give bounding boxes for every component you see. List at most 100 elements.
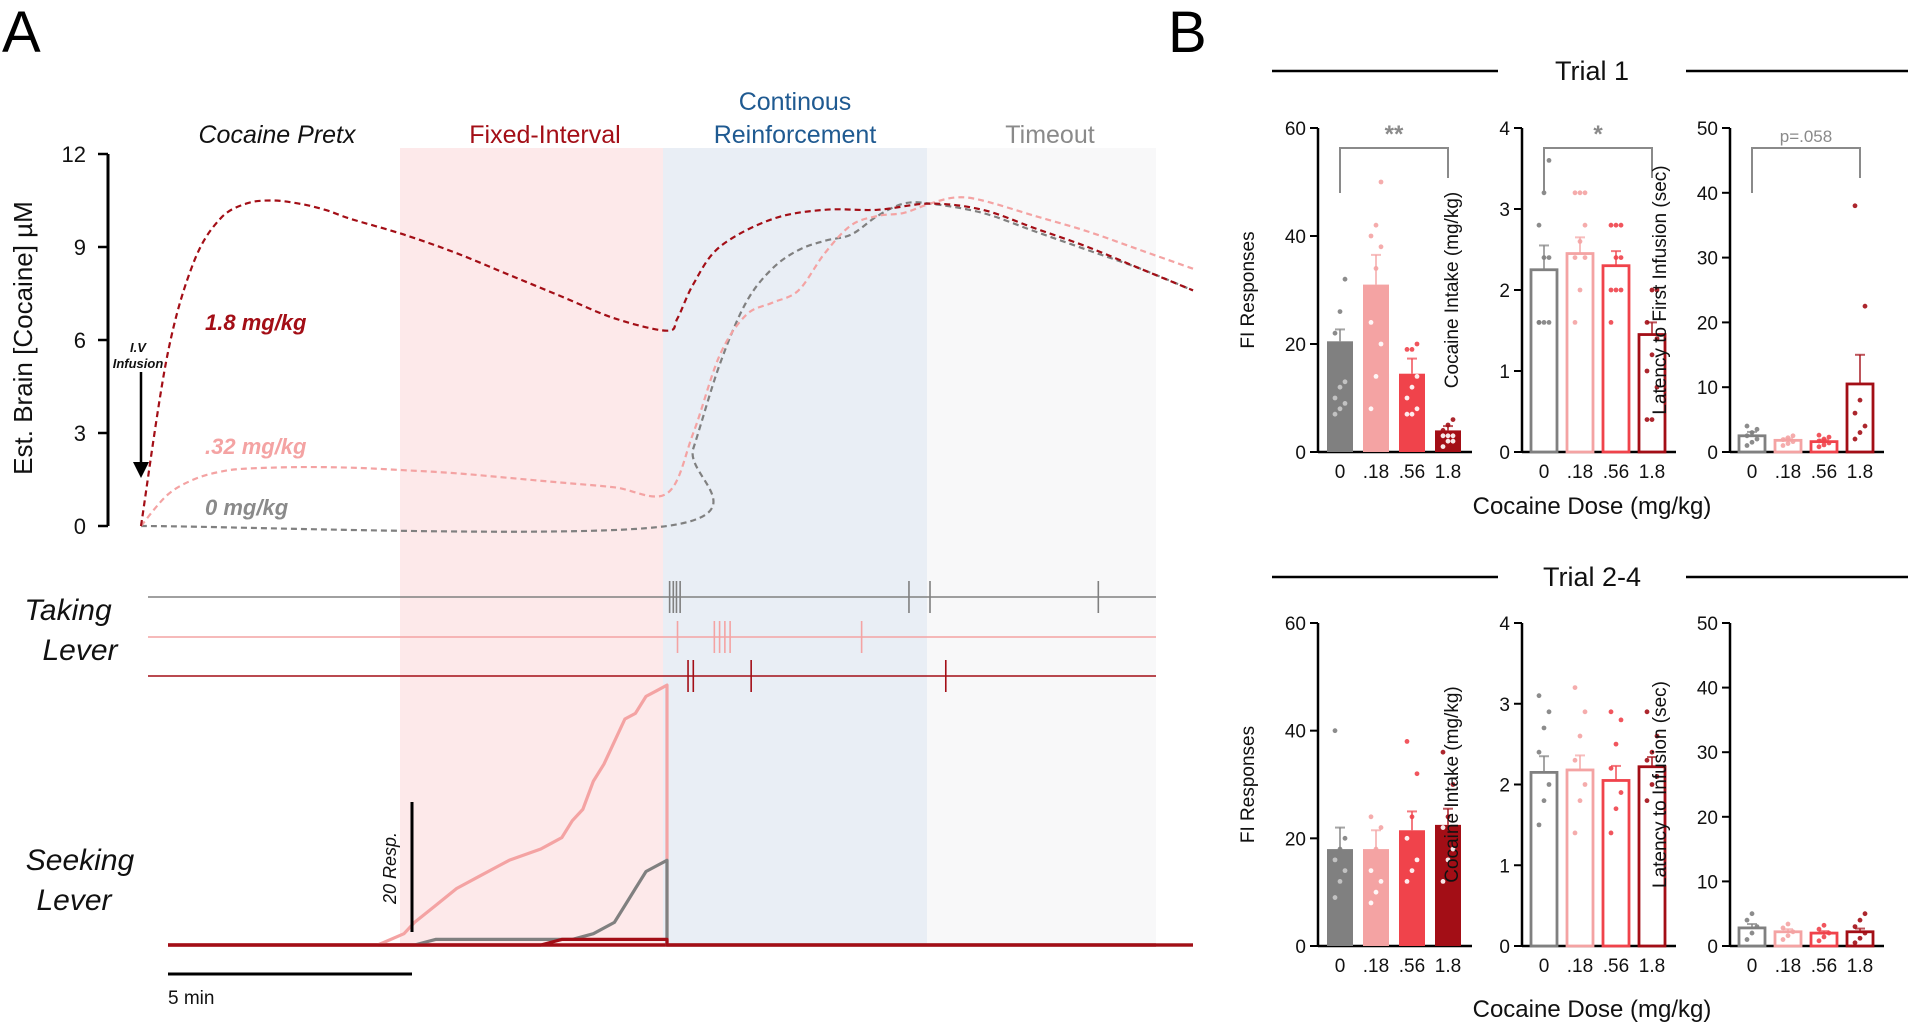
bar-2 xyxy=(1601,779,1631,948)
bar-dot xyxy=(1785,441,1791,446)
bar-y-tick-label: 10 xyxy=(1697,872,1718,893)
bar-dot xyxy=(1654,733,1660,739)
bar-y-tick-label: 60 xyxy=(1285,614,1306,635)
bar-y-label: FI Responses xyxy=(1238,726,1259,843)
bar-dot xyxy=(1780,925,1786,931)
bar-dot xyxy=(1780,437,1786,443)
bar-panel-t1-p2: 0 1 2 3 4 Cocaine Intake (mg/kg) 0 .18 .56 1.8 * xyxy=(1442,119,1676,483)
bar-1 xyxy=(1565,768,1595,948)
bar-dot xyxy=(1613,287,1619,293)
bar-dot xyxy=(1857,397,1863,403)
bar-dot xyxy=(1572,757,1578,763)
bar-dot xyxy=(1450,782,1456,787)
bar-dot xyxy=(1649,287,1655,293)
bar-y-tick-label: 50 xyxy=(1697,614,1718,635)
trial24-title: Trial 2-4 xyxy=(1543,562,1641,592)
bar-y-tick-label: 0 xyxy=(1707,443,1718,464)
panel-a-letter: A xyxy=(2,0,41,65)
continuous-reinforcement-region xyxy=(663,148,927,945)
bar-y-tick-label: 4 xyxy=(1499,119,1510,140)
bar-y-tick-label: 40 xyxy=(1285,722,1306,743)
bar-dot xyxy=(1337,879,1343,884)
bar-1 xyxy=(1565,252,1595,454)
significance-bracket xyxy=(1339,147,1449,193)
bar-dot xyxy=(1577,287,1583,293)
bar-y-label: Cocaine Intake (mg/kg) xyxy=(1442,686,1463,882)
bar-x-tick-label: 0 xyxy=(1747,462,1758,483)
bar-y-label: Latency to First Infusion (sec) xyxy=(1650,165,1671,414)
bar-dot xyxy=(1608,765,1614,771)
bar-x-tick-label: 1.8 xyxy=(1847,956,1873,977)
bar-y-tick-label: 20 xyxy=(1697,313,1718,334)
bar-dot xyxy=(1541,798,1547,804)
bar-1 xyxy=(1363,284,1389,452)
bar-dot xyxy=(1404,347,1410,352)
bar-y-tick-label: 60 xyxy=(1285,119,1306,140)
phase-label-reinforcement: Reinforcement xyxy=(714,121,877,149)
bar-dot xyxy=(1342,835,1348,841)
bar-panel-t1-p1: 0 20 40 60 FI Responses 0 .18 .56 1.8 ** xyxy=(1238,119,1472,483)
bar-dot xyxy=(1785,933,1791,939)
bar-dot xyxy=(1337,406,1343,412)
bar-dot xyxy=(1790,439,1796,445)
infusion-arrow-head xyxy=(133,462,149,478)
bar-dot xyxy=(1368,900,1374,906)
bar-dot xyxy=(1536,693,1542,699)
bar-dot xyxy=(1644,757,1650,763)
bar-dot xyxy=(1826,930,1832,936)
bar-dot xyxy=(1440,825,1446,830)
bar-dot xyxy=(1378,825,1384,830)
bar-dot xyxy=(1613,222,1619,228)
bar-dot xyxy=(1440,749,1446,755)
bar-0 xyxy=(1529,268,1559,454)
bar-dot xyxy=(1332,330,1338,336)
bar-dot xyxy=(1404,879,1410,884)
bar-dot xyxy=(1404,411,1410,417)
bar-y-tick-label: 10 xyxy=(1697,378,1718,399)
bar-dot xyxy=(1744,937,1750,942)
bar-3 xyxy=(1845,382,1875,454)
bar-dot xyxy=(1582,709,1588,715)
bar-y-tick-label: 30 xyxy=(1697,743,1718,764)
fixed-interval-region xyxy=(400,148,663,945)
series-label-0: 0 mg/kg xyxy=(205,495,289,520)
bar-dot xyxy=(1332,728,1338,734)
bar-y-tick-label: 30 xyxy=(1697,249,1718,270)
bar-dot xyxy=(1332,895,1338,900)
seeking-cumulative-32mgkg xyxy=(377,683,1193,947)
bar-dot xyxy=(1404,739,1410,744)
bar-dot xyxy=(1445,814,1451,820)
bar-x-tick-label: .18 xyxy=(1775,956,1801,977)
bar-x-tick-label: .56 xyxy=(1811,956,1837,977)
bar-dot xyxy=(1368,814,1374,820)
bar-dot xyxy=(1654,774,1660,779)
seeking-lever-cumulative xyxy=(168,683,1193,947)
bar-y-tick-label: 1 xyxy=(1499,856,1510,877)
bar-dot xyxy=(1373,222,1379,228)
bar-dot xyxy=(1546,255,1552,260)
bar-0 xyxy=(1327,849,1353,946)
iv-annotation-line2: Infusion xyxy=(113,356,164,371)
bar-dot xyxy=(1572,255,1578,260)
bar-dot xyxy=(1582,222,1588,228)
concentration-line-0mgkg xyxy=(140,201,1194,533)
bar-dot xyxy=(1378,244,1384,250)
bar-dot xyxy=(1572,320,1578,325)
bar-x-tick-label: .18 xyxy=(1567,956,1593,977)
response-scale-label: 20 Resp. xyxy=(380,832,400,905)
bar-y-tick-label: 0 xyxy=(1295,937,1306,958)
bar-x-tick-label: .18 xyxy=(1567,462,1593,483)
bar-dot xyxy=(1332,411,1338,417)
bar-y-tick-label: 0 xyxy=(1707,937,1718,958)
bar-dot xyxy=(1572,685,1578,690)
seeking-lever-label-line2: Lever xyxy=(36,884,112,917)
bar-dot xyxy=(1816,432,1822,438)
bar-y-tick-label: 20 xyxy=(1285,335,1306,356)
bar-dot xyxy=(1337,846,1343,852)
significance-label: p=.058 xyxy=(1780,127,1832,146)
bar-dot xyxy=(1404,835,1410,841)
bar-dot xyxy=(1445,433,1451,439)
bar-x-tick-label: 0 xyxy=(1539,956,1550,977)
trial1-title: Trial 1 xyxy=(1555,56,1629,86)
seeking-lever-label-line1: Seeking xyxy=(26,844,135,877)
